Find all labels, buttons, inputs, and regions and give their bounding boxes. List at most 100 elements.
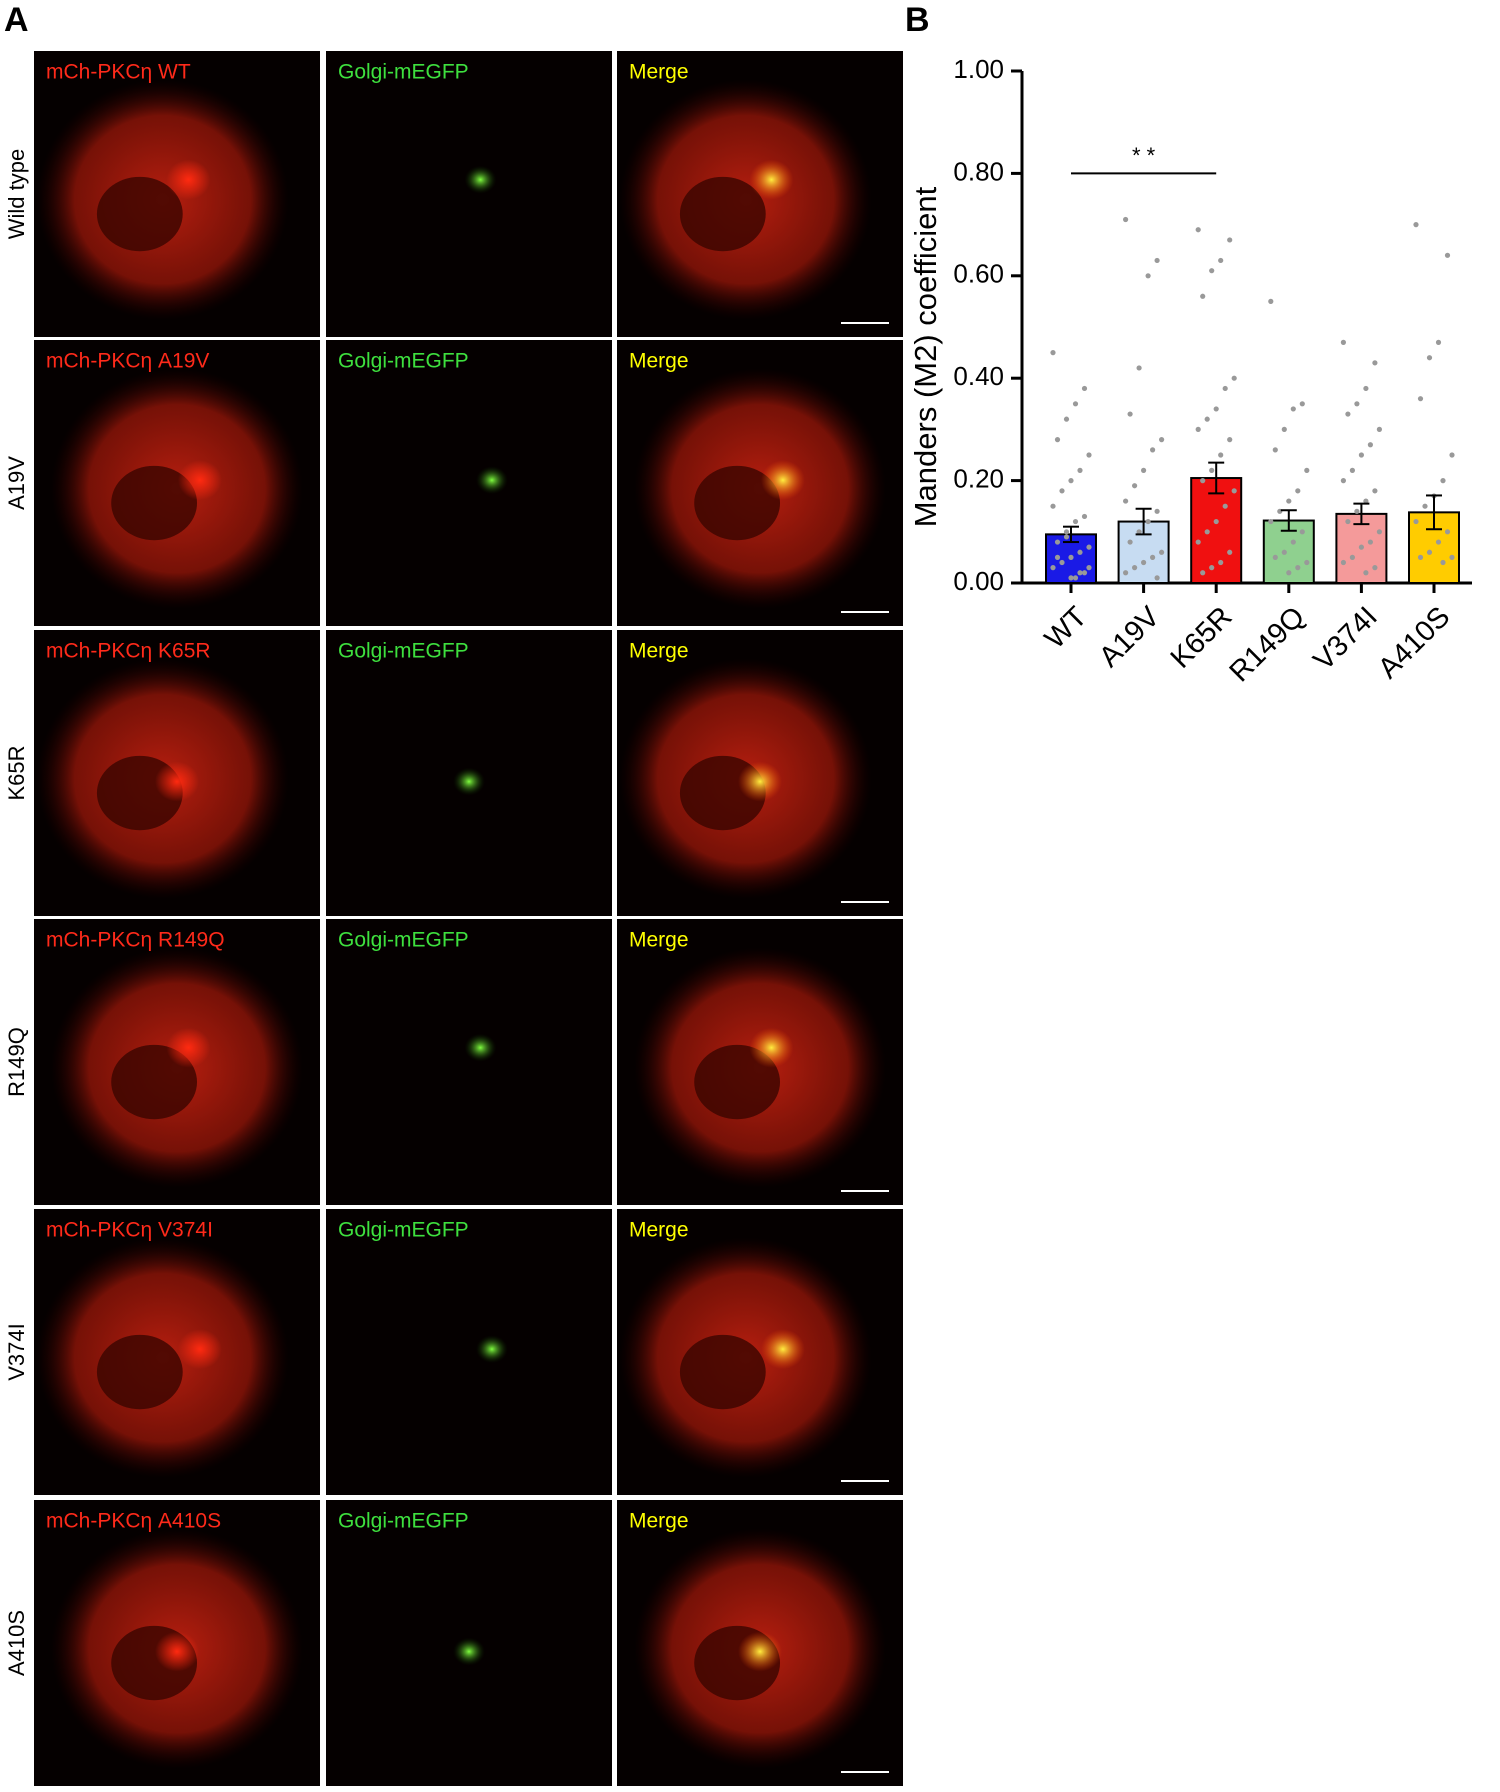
micrograph: Golgi-mEGFP <box>326 919 612 1205</box>
micrograph: Merge <box>617 1500 903 1786</box>
data-point <box>1222 385 1228 392</box>
data-point <box>1063 529 1070 535</box>
data-point <box>1295 565 1301 571</box>
micrograph: Merge <box>617 1209 903 1495</box>
data-point <box>1195 426 1201 432</box>
channel-label: Merge <box>629 350 689 373</box>
data-point <box>1154 257 1160 264</box>
golgi <box>760 1329 805 1370</box>
data-point <box>1195 227 1201 233</box>
channel-label: Merge <box>629 1219 689 1242</box>
data-point <box>1435 339 1442 345</box>
channel-label: mCh-PKCη A410S <box>46 1510 221 1533</box>
micrograph: Merge <box>617 51 903 337</box>
golgi <box>749 159 794 200</box>
data-point <box>1281 549 1287 555</box>
data-point <box>1372 565 1378 571</box>
data-point <box>1417 554 1424 561</box>
data-point <box>1204 529 1210 535</box>
golgi <box>464 165 497 194</box>
y-tick-label: 0.80 <box>953 156 1004 186</box>
image-background <box>326 1209 612 1495</box>
data-point <box>1213 518 1219 525</box>
x-tick-label: A19V <box>1093 600 1166 673</box>
data-point <box>1054 554 1061 561</box>
data-point <box>1376 426 1382 432</box>
data-point <box>1213 406 1219 412</box>
data-point <box>1440 478 1446 484</box>
data-point <box>1299 401 1305 407</box>
image-background <box>326 51 612 337</box>
data-point <box>1363 498 1369 504</box>
channel-label: Merge <box>629 1510 689 1533</box>
data-point <box>1050 503 1056 509</box>
data-point <box>1358 544 1364 550</box>
data-point <box>1354 401 1360 407</box>
data-point <box>1086 452 1092 458</box>
panel-label: B <box>905 1 930 39</box>
image-background <box>326 340 612 626</box>
data-point <box>1372 488 1378 494</box>
data-point <box>1159 437 1165 443</box>
data-point <box>1363 385 1369 392</box>
y-axis-label: Manders (M2) coefficient <box>908 186 943 527</box>
data-point <box>1054 437 1061 443</box>
data-point <box>1195 539 1201 545</box>
channel-label: Merge <box>629 929 689 952</box>
channel-label: Golgi-mEGFP <box>338 640 469 663</box>
row-label: A19V <box>4 456 29 510</box>
golgi <box>166 1027 211 1068</box>
data-point <box>1449 554 1455 561</box>
channel-label: mCh-PKCη R149Q <box>46 929 225 952</box>
micrograph: mCh-PKCη A19V <box>34 340 320 626</box>
golgi <box>177 1329 222 1370</box>
data-point <box>1054 539 1061 545</box>
golgi <box>760 460 805 501</box>
data-point <box>1063 534 1070 540</box>
data-point <box>1435 539 1442 545</box>
data-point <box>1358 452 1364 458</box>
data-point <box>1209 268 1215 274</box>
data-point <box>1227 549 1233 555</box>
golgi <box>166 159 211 200</box>
data-point <box>1417 396 1424 402</box>
data-point <box>1154 575 1160 581</box>
data-point <box>1150 447 1156 453</box>
data-point <box>1231 488 1237 494</box>
micrograph: Golgi-mEGFP <box>326 630 612 916</box>
data-point <box>1272 447 1278 453</box>
row-label: K65R <box>4 745 29 800</box>
y-tick-label: 0.60 <box>953 259 1004 289</box>
data-point <box>1304 559 1310 566</box>
data-point <box>1081 385 1088 392</box>
data-point <box>1367 442 1373 448</box>
data-point <box>1286 498 1292 504</box>
channel-label: Golgi-mEGFP <box>338 350 469 373</box>
data-point <box>1086 544 1092 550</box>
data-point <box>1068 575 1074 581</box>
data-point <box>1136 529 1142 535</box>
data-point <box>1272 554 1278 561</box>
nucleus <box>111 465 198 541</box>
channel-label: mCh-PKCη V374I <box>46 1219 213 1242</box>
data-point <box>1123 570 1129 576</box>
golgi <box>453 1637 485 1666</box>
data-point <box>1081 570 1088 576</box>
data-point <box>1132 483 1138 489</box>
data-point <box>1159 549 1165 555</box>
data-point <box>1268 298 1274 304</box>
data-point <box>1050 565 1056 571</box>
nucleus <box>679 1334 766 1410</box>
data-point <box>1086 565 1092 571</box>
data-point <box>1132 565 1138 571</box>
x-tick-label: A410S <box>1372 601 1456 685</box>
image-grid: Wild type mCh-PKCη WT Golgi-mEGFP Merge A19V… <box>4 51 903 1786</box>
micrograph: mCh-PKCη V374I <box>34 1209 320 1495</box>
nucleus <box>679 176 766 252</box>
data-point <box>1072 401 1079 407</box>
data-point <box>1349 467 1355 473</box>
y-tick-label: 1.00 <box>953 54 1004 84</box>
data-point <box>1123 498 1129 504</box>
data-point <box>1077 570 1083 576</box>
